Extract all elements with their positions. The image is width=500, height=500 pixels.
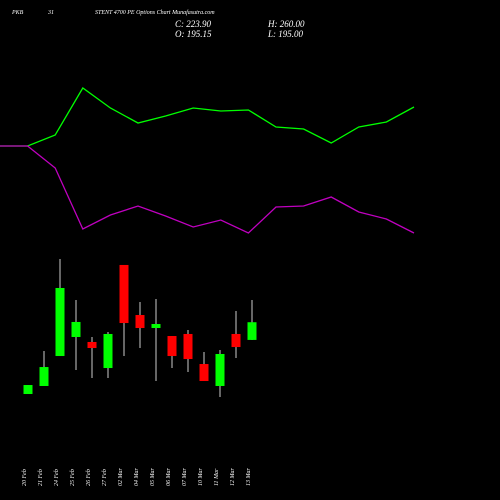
x-tick-label: 05 Mar	[150, 468, 156, 486]
candle-body	[215, 353, 225, 387]
ohlc-label: O: 195.15	[175, 29, 212, 39]
ohlc-label: C: 223.90	[175, 19, 212, 29]
candle-body	[23, 385, 33, 395]
x-tick-label: 27 Feb	[102, 469, 108, 486]
indicator-line	[0, 145, 415, 234]
candle-body	[71, 321, 81, 337]
candle-body	[231, 333, 241, 348]
candle-body	[103, 333, 113, 369]
candle-body	[199, 364, 209, 382]
title-part: 31	[47, 10, 54, 16]
candle-body	[55, 287, 65, 357]
x-tick-label: 26 Feb	[86, 469, 92, 486]
ohlc-label: L: 195.00	[267, 29, 304, 39]
x-tick-label: 11 Mar	[214, 468, 220, 486]
x-tick-label: 07 Mar	[182, 468, 188, 486]
ohlc-label: H: 260.00	[267, 19, 305, 29]
x-tick-label: 12 Mar	[230, 468, 236, 486]
x-tick-label: 04 Mar	[133, 468, 140, 486]
x-tick-label: 21 Feb	[38, 469, 44, 486]
candle-body	[183, 333, 193, 360]
candle-body	[135, 315, 145, 329]
candle-body	[167, 336, 177, 357]
x-tick-label: 20 Feb	[22, 469, 28, 486]
candle-body	[119, 264, 129, 324]
title-part: STENT 4700 PE Options Chart Munafasutra.…	[95, 9, 215, 16]
x-tick-label: 25 Feb	[70, 469, 76, 486]
candle-body	[151, 324, 161, 329]
x-tick-label: 13 Mar	[246, 468, 252, 486]
indicator-line	[0, 87, 415, 147]
x-tick-label: 06 Mar	[166, 468, 172, 486]
x-tick-label: 10 Mar	[198, 468, 204, 486]
candle-body	[39, 367, 49, 387]
title-part: PKB	[11, 10, 24, 16]
x-tick-label: 24 Feb	[53, 469, 60, 486]
x-tick-label: 02 Mar	[118, 468, 124, 486]
candle-body	[247, 322, 257, 340]
candle-body	[87, 341, 97, 349]
